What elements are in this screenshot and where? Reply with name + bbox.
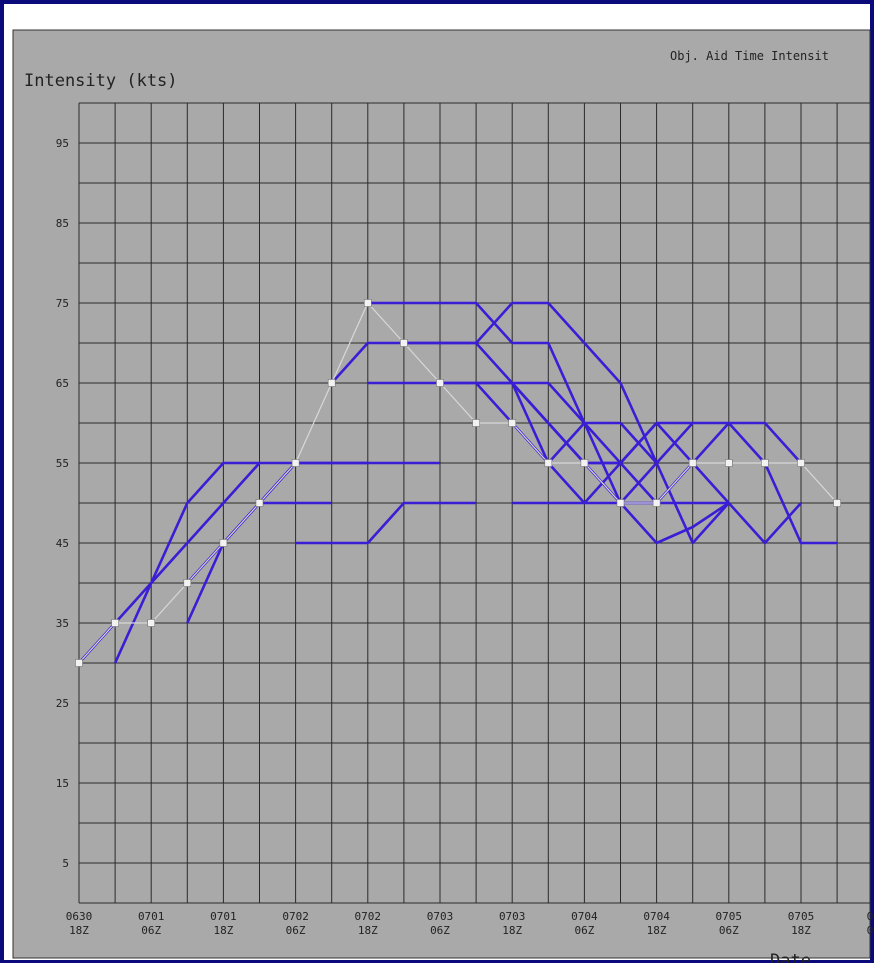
y-tick-label: 45 xyxy=(56,537,69,550)
best-track-point xyxy=(688,459,697,467)
best-track-point xyxy=(183,579,192,587)
aid-series-line xyxy=(619,421,802,504)
best-track-point xyxy=(508,419,517,427)
best-track-line xyxy=(78,301,838,664)
best-track-point xyxy=(291,459,300,467)
x-tick-date: 07 xyxy=(867,910,874,923)
x-tick-date: 0701 xyxy=(210,910,237,923)
x-tick-hour: 06Z xyxy=(430,924,450,937)
x-tick-date: 0701 xyxy=(138,910,165,923)
x-tick-hour: 18Z xyxy=(358,924,378,937)
x-tick-date: 0702 xyxy=(282,910,309,923)
y-tick-label: 55 xyxy=(56,457,69,470)
x-tick-hour: 06Z xyxy=(574,924,594,937)
x-tick-hour: 18Z xyxy=(69,924,89,937)
best-track-point xyxy=(400,339,408,347)
best-track-point xyxy=(327,379,336,387)
x-tick-date: 0704 xyxy=(571,910,598,923)
best-track-point xyxy=(652,499,661,507)
x-tick-hour: 18Z xyxy=(213,924,233,937)
best-track xyxy=(75,299,841,667)
x-tick-hour: 18Z xyxy=(647,924,667,937)
x-tick-date: 0703 xyxy=(427,910,454,923)
best-track-point xyxy=(75,659,83,667)
y-tick-label: 35 xyxy=(56,617,69,630)
x-tick-date: 0703 xyxy=(499,910,526,923)
y-tick-label: 15 xyxy=(56,777,69,790)
x-tick-date: 0704 xyxy=(643,910,670,923)
x-tick-labels: 063018Z070106Z070118Z070206Z070218Z07030… xyxy=(66,910,874,937)
x-tick-hour: 18Z xyxy=(791,924,811,937)
x-tick-date: 0705 xyxy=(716,910,743,923)
x-tick-hour: 06Z xyxy=(719,924,739,937)
best-track-point xyxy=(472,419,480,427)
y-tick-label: 5 xyxy=(62,857,69,870)
best-track-point xyxy=(147,619,155,627)
x-tick-date: 0705 xyxy=(788,910,815,923)
best-track-point xyxy=(580,459,589,467)
x-axis-label: Date xyxy=(770,951,811,963)
x-tick-date: 0630 xyxy=(66,910,93,923)
best-track-point xyxy=(616,499,625,507)
chart-title: Obj. Aid Time Intensit xyxy=(670,49,829,63)
x-tick-hour: 06Z xyxy=(286,924,306,937)
best-track-point xyxy=(797,459,805,467)
best-track-point xyxy=(363,299,372,307)
y-tick-label: 85 xyxy=(56,217,69,230)
y-tick-labels: 5 15 25 35 45 55 65 75 85 95 xyxy=(56,137,69,870)
x-tick-hour: 06Z xyxy=(141,924,161,937)
best-track-point xyxy=(436,379,444,387)
plot-background xyxy=(12,29,871,959)
aid-series-line xyxy=(403,301,658,464)
best-track-point xyxy=(255,499,264,507)
aid-series-line xyxy=(113,461,260,664)
aid-series-line xyxy=(295,501,477,545)
best-track-point xyxy=(219,539,228,547)
x-tick-hour: 18Z xyxy=(502,924,522,937)
x-tick-date: 0702 xyxy=(355,910,382,923)
y-tick-label: 95 xyxy=(56,137,69,150)
best-track-point xyxy=(761,459,769,467)
y-tick-label: 65 xyxy=(56,377,69,390)
best-track-point xyxy=(724,459,733,467)
y-axis-label: Intensity (kts) xyxy=(24,71,178,91)
x-tick-hour: 06 xyxy=(867,924,874,937)
best-track-point xyxy=(544,459,553,467)
best-track-point xyxy=(833,499,841,507)
y-tick-label: 75 xyxy=(56,297,69,310)
y-tick-label: 25 xyxy=(56,697,69,710)
best-track-point xyxy=(111,619,119,627)
